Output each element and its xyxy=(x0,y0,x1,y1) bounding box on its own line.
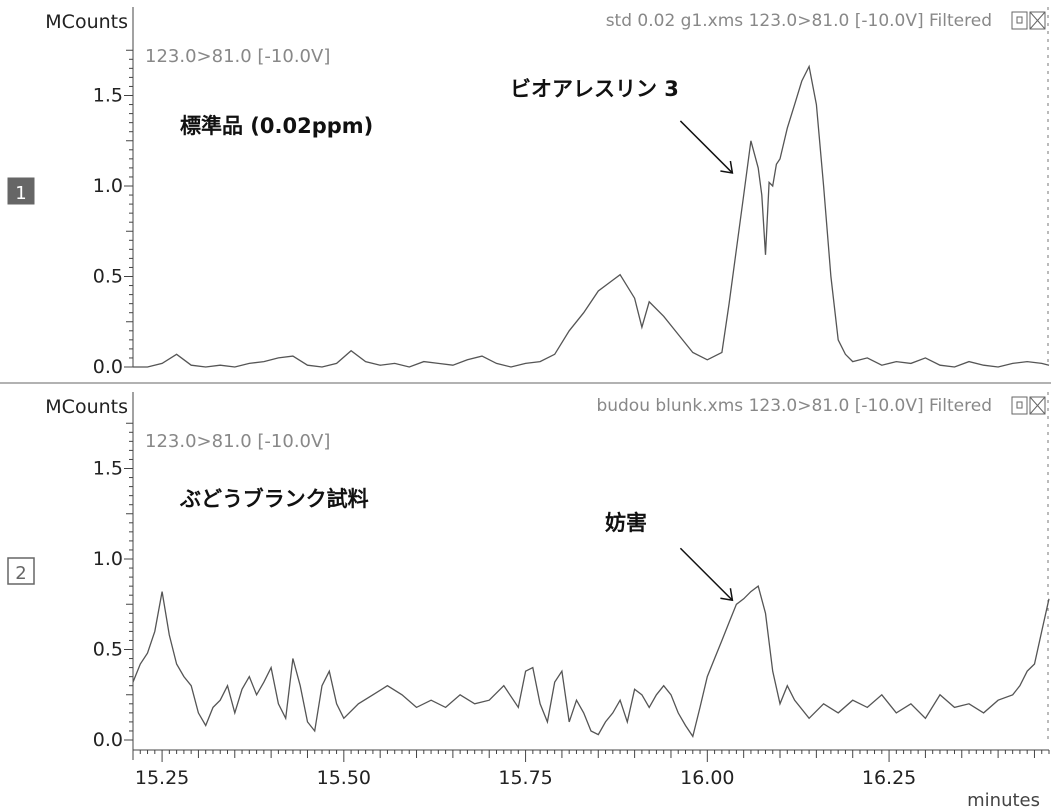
x-unit-label: minutes xyxy=(967,790,1040,811)
y-tick-label: 1.5 xyxy=(93,85,123,107)
close-window-icon[interactable] xyxy=(1029,11,1046,30)
channel-label: 123.0>81.0 [-10.0V] xyxy=(145,46,330,67)
restore-window-icon[interactable] xyxy=(1011,11,1028,30)
panel-index-label: 2 xyxy=(15,563,26,584)
panel-index-badge: 2 xyxy=(7,557,35,585)
x-tick-label: 15.25 xyxy=(135,767,189,789)
x-tick-label: 16.00 xyxy=(680,767,734,789)
panel-index-badge: 1 xyxy=(7,177,35,205)
annotation-arrow xyxy=(679,547,733,601)
chromatogram-trace xyxy=(133,64,1050,368)
x-tick-label: 15.75 xyxy=(498,767,552,789)
annotation-arrowhead xyxy=(720,588,734,602)
y-unit-label: MCounts xyxy=(45,11,128,33)
y-tick-label: 0.0 xyxy=(93,356,123,378)
y-unit-label: MCounts xyxy=(45,396,128,418)
annotation-arrowhead xyxy=(720,160,734,174)
y-tick-label: 0.5 xyxy=(93,639,123,661)
chromatogram-panel-1: MCounts std 0.02 g1.xms 123.0>81.0 [-10.… xyxy=(7,7,1050,378)
x-tick-label: 16.25 xyxy=(862,767,916,789)
chromatogram-panel-2: MCounts budou blunk.xms 123.0>81.0 [-10.… xyxy=(7,392,1050,751)
sample-label: ぶどうブランク試料 xyxy=(179,487,369,511)
peak-annotation-label: 妨害 xyxy=(605,511,647,535)
y-tick-label: 1.0 xyxy=(93,175,123,197)
restore-window-icon[interactable] xyxy=(1011,396,1028,415)
chromatogram-trace xyxy=(132,585,1050,738)
x-tick-label: 15.50 xyxy=(317,767,371,789)
channel-label: 123.0>81.0 [-10.0V] xyxy=(145,431,330,452)
trace-header: std 0.02 g1.xms 123.0>81.0 [-10.0V] Filt… xyxy=(606,11,992,31)
trace-header: budou blunk.xms 123.0>81.0 [-10.0V] Filt… xyxy=(596,396,992,416)
peak-annotation-label: ビオアレスリン 3 xyxy=(510,77,679,101)
annotation-arrow xyxy=(679,120,733,174)
y-tick-label: 0.5 xyxy=(93,266,123,288)
close-window-icon[interactable] xyxy=(1029,396,1046,415)
y-tick-label: 1.5 xyxy=(93,458,123,480)
time-axis: minutes 15.25 15.50 15.75 16.00 16.25 xyxy=(132,740,1050,811)
panel-index-label: 1 xyxy=(15,183,26,204)
y-tick-label: 0.0 xyxy=(93,729,123,751)
y-tick-label: 1.0 xyxy=(93,548,123,570)
sample-label: 標準品 (0.02ppm) xyxy=(180,114,373,138)
